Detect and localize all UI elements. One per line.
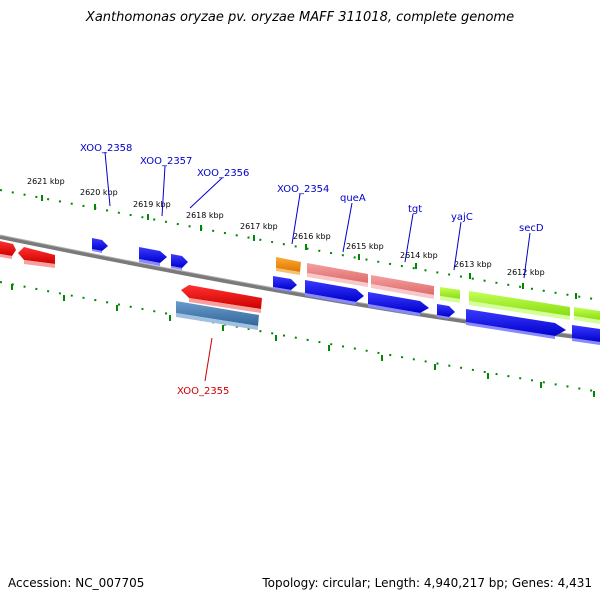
leader-line-quea [342, 202, 353, 253]
tick-label-2620: 2620 kbp [80, 188, 118, 197]
tick-label-2621: 2621 kbp [27, 177, 65, 186]
gene-blue-yajc-area[interactable] [437, 304, 455, 319]
tick-label-2612: 2612 kbp [507, 268, 545, 277]
gene-label-xoo2355: XOO_2355 [177, 386, 229, 397]
leader-line-xoo2355 [204, 337, 213, 382]
inner-major-ticks [11, 284, 595, 397]
map-title: Xanthomonas oryzae pv. oryzae MAFF 31101… [85, 10, 515, 25]
gene-xoo2355-steel[interactable] [176, 301, 259, 330]
gene-xoo2354[interactable] [273, 276, 297, 292]
accession-text: Accession: NC_007705 [8, 576, 145, 590]
gene-orange[interactable] [276, 257, 301, 275]
gene-yajc[interactable] [440, 287, 460, 303]
gene-xoo2357[interactable] [139, 247, 167, 266]
gene-blue-secd-area[interactable] [466, 309, 566, 339]
tick-label-2619: 2619 kbp [133, 200, 171, 209]
gene-lime-right[interactable] [574, 307, 600, 324]
gene-xoo2356[interactable] [171, 254, 188, 270]
gene-blue-quea-area[interactable] [305, 280, 364, 305]
gene-label-tgt: tgt [408, 204, 422, 215]
leader-line-yajc [453, 221, 462, 271]
gene-label-quea: queA [340, 193, 366, 204]
tick-label-2616: 2616 kbp [293, 232, 331, 241]
gene-label-xoo2354: XOO_2354 [277, 184, 329, 195]
gene-label-secd: secD [519, 223, 544, 234]
tick-label-2614: 2614 kbp [400, 251, 438, 260]
gene-label-xoo2356: XOO_2356 [197, 168, 249, 179]
leader-line-xoo2357 [161, 165, 166, 217]
gene-red-left-1[interactable] [0, 241, 16, 259]
gene-label-xoo2357: XOO_2357 [140, 156, 192, 167]
leader-line-xoo2356 [189, 177, 223, 209]
gene-blue-right[interactable] [572, 325, 600, 345]
tick-label-2613: 2613 kbp [454, 260, 492, 269]
gene-label-xoo2358: XOO_2358 [80, 143, 132, 154]
leader-line-xoo2358 [104, 151, 111, 207]
gene-red-left-2[interactable] [18, 247, 55, 268]
gene-label-yajc: yajC [451, 212, 473, 223]
tick-label-2618: 2618 kbp [186, 211, 224, 220]
outer-scale-ring [0, 189, 600, 301]
genome-summary-text: Topology: circular; Length: 4,940,217 bp… [262, 576, 592, 590]
tick-label-2615: 2615 kbp [346, 242, 384, 251]
gene-tgt[interactable] [371, 275, 434, 299]
gene-xoo2358[interactable] [92, 238, 108, 253]
outer-major-ticks [41, 195, 577, 299]
inner-scale-ring [0, 281, 600, 393]
leader-line-tgt [404, 213, 414, 263]
leader-line-secd [523, 232, 531, 279]
gene-quea[interactable] [307, 263, 368, 287]
gene-secd[interactable] [469, 291, 570, 320]
gene-xoo2355-red[interactable] [181, 285, 262, 313]
tick-label-2617: 2617 kbp [240, 222, 278, 231]
leader-line-xoo2354 [291, 193, 301, 245]
gene-blue-tgt-area[interactable] [368, 292, 429, 316]
